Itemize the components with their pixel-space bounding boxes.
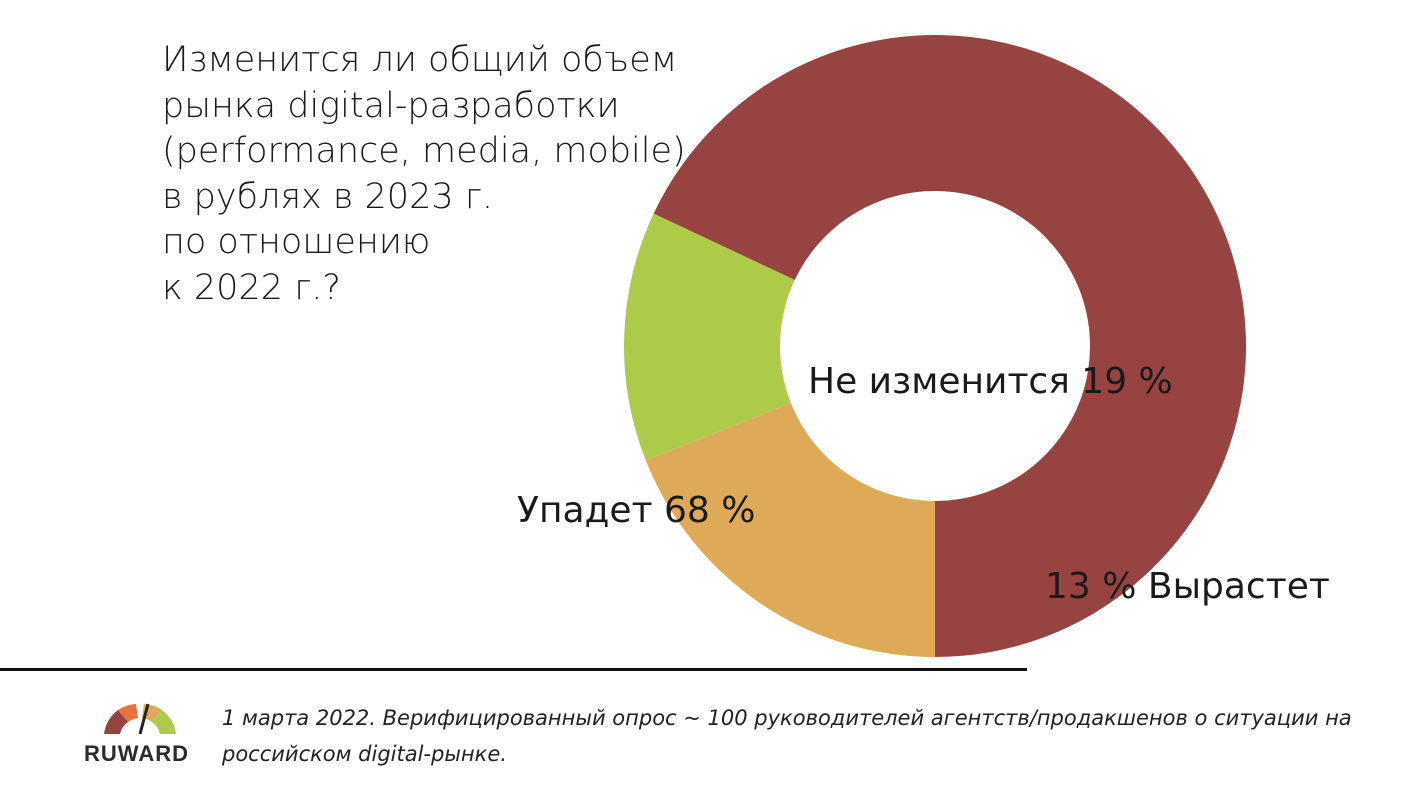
slice-label: Не изменится 19 % [808,361,1173,402]
donut-chart: Упадет 68 % Не изменится 19 % 13 % Вырасте… [517,35,1330,658]
footer-divider [0,668,1027,671]
donut-slice [645,403,935,657]
ruward-gauge-icon [104,703,176,735]
donut-slice [624,213,795,461]
chart-title: Изменится ли общий объем рынка digital-р… [162,40,686,308]
donut-slice [653,35,1247,658]
survey-footnote: 1 марта 2022. Верифицированный опрос ~ 1… [222,706,1352,766]
logo-text: RUWARD [84,741,189,766]
donut-slices [624,35,1247,658]
slice-label: Упадет 68 % [517,490,755,531]
slice-labels: Упадет 68 % Не изменится 19 % 13 % Вырасте… [517,361,1330,607]
slice-label: 13 % Вырастет [1045,566,1330,607]
